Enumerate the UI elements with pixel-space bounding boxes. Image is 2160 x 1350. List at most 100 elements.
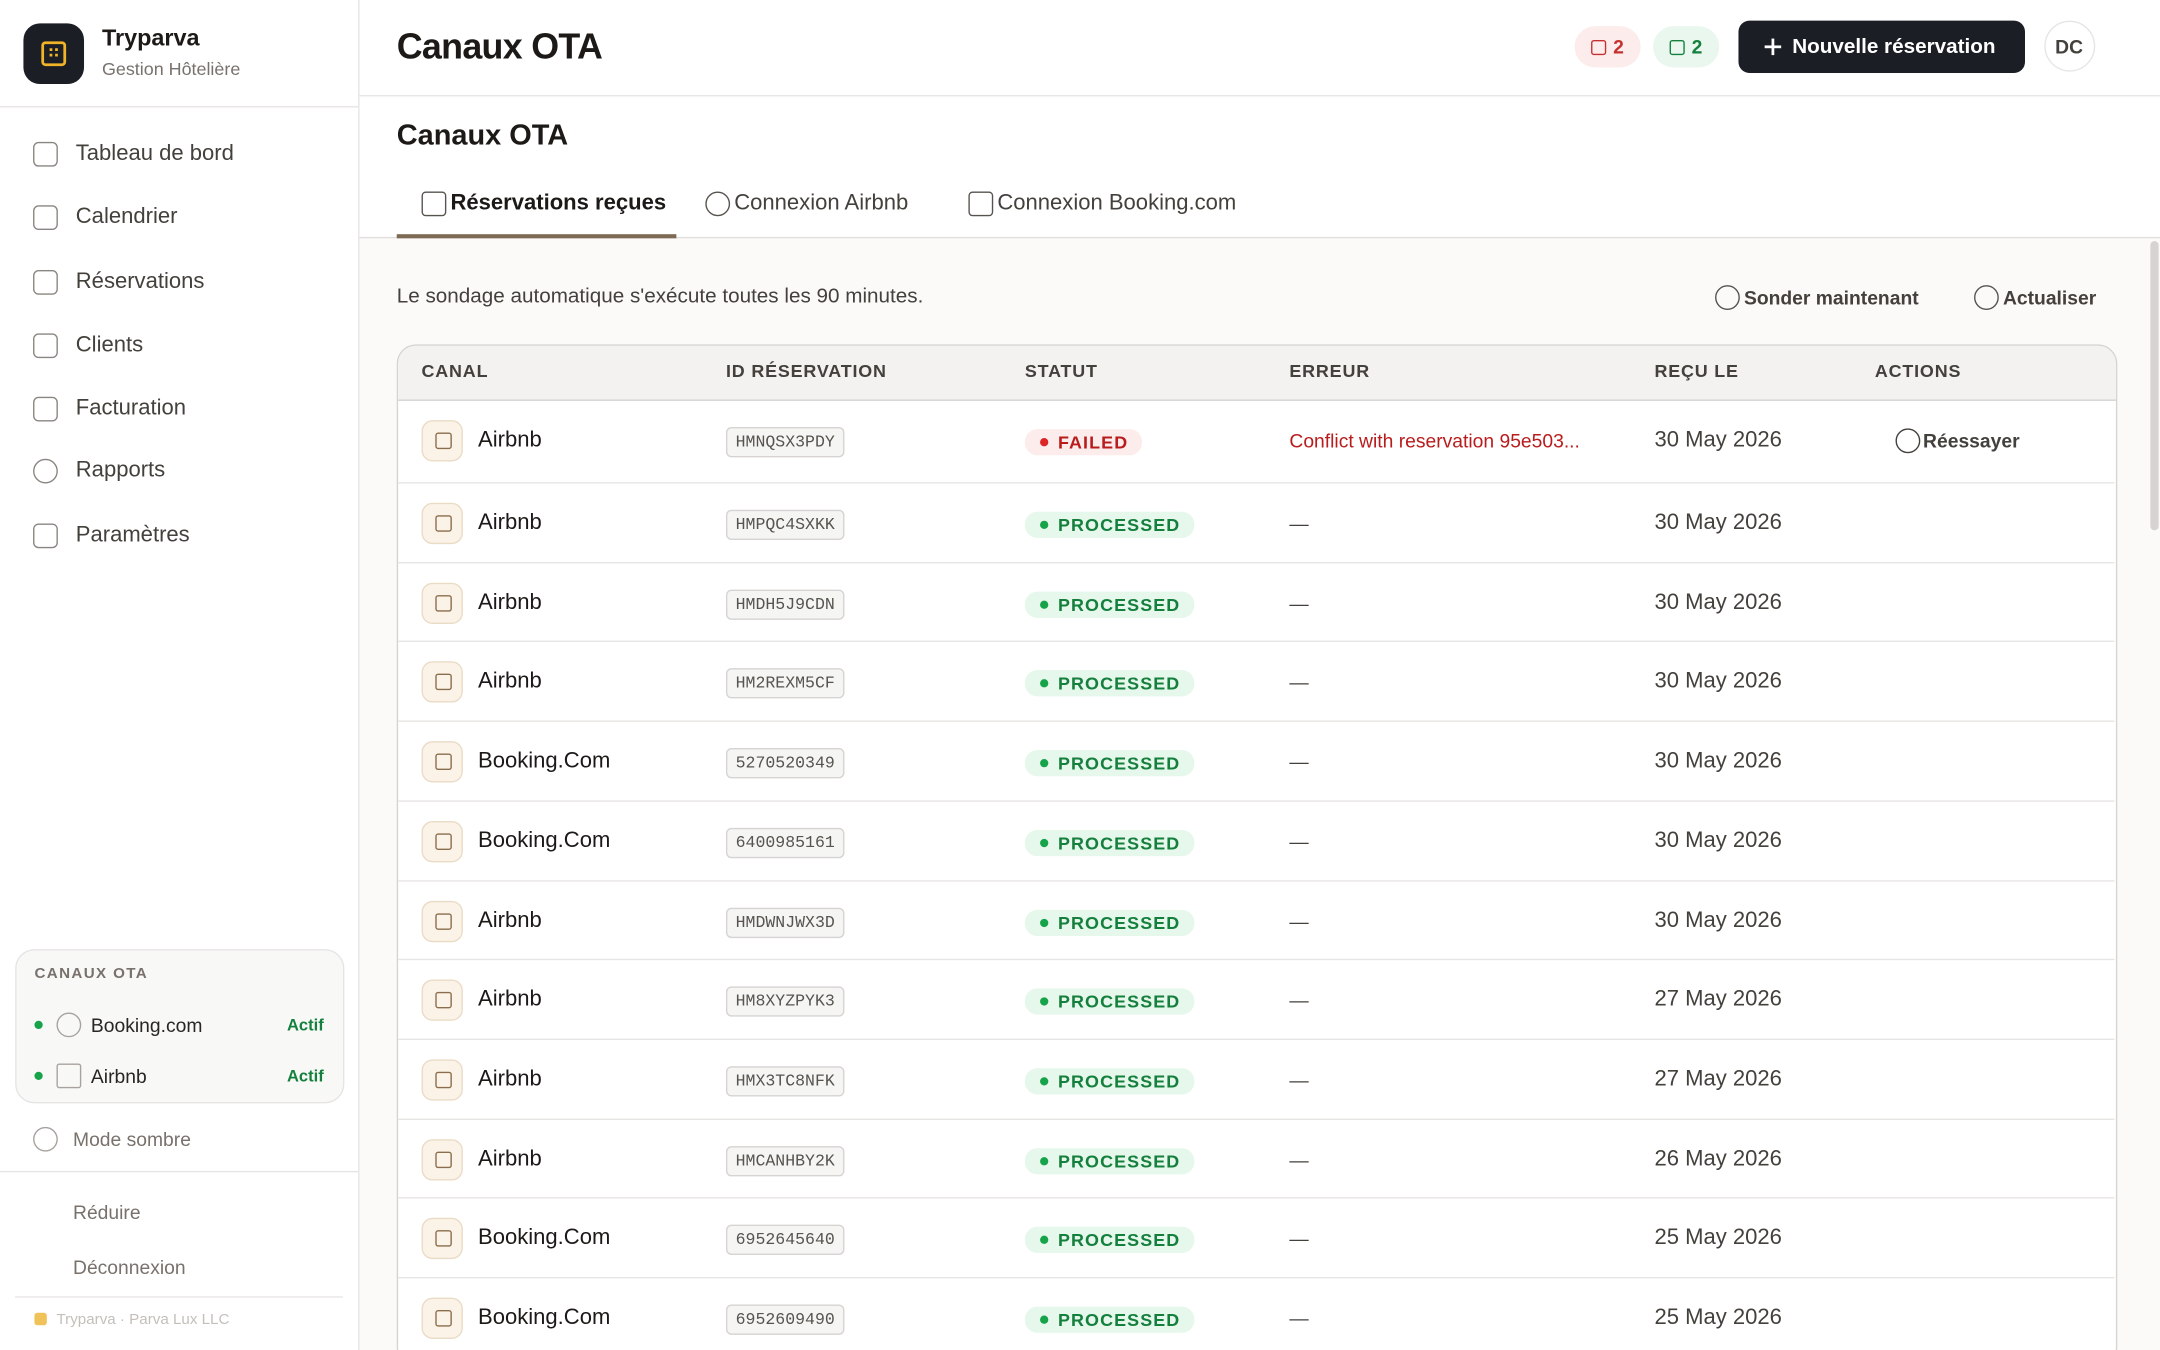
nav-item[interactable]: Rapports: [75, 458, 166, 483]
channel-icon: [421, 979, 463, 1022]
status-dot: [1040, 759, 1049, 768]
ota-channel: Airbnb: [90, 1064, 147, 1087]
channel-glyph: [435, 833, 452, 850]
ota-title: CANAUX OTA: [34, 965, 149, 983]
status-dot: [1040, 600, 1049, 609]
status-dot: [1040, 438, 1049, 447]
reservation-id: HM8XYZPYK3: [725, 986, 845, 1017]
nav-item[interactable]: Tableau de bord: [75, 141, 234, 166]
error-text: —: [1289, 750, 1309, 773]
new-reservation-button[interactable]: [1738, 20, 2025, 74]
status-dot: [1040, 520, 1049, 529]
channel-name: Airbnb: [478, 511, 542, 535]
error-text: —: [1289, 830, 1309, 853]
retry-button[interactable]: Réessayer: [1923, 429, 2020, 452]
badge-icon: [1669, 39, 1685, 56]
row-divider: [398, 800, 2115, 802]
reservation-id: 6952645640: [725, 1225, 845, 1256]
channel-name: Booking.Com: [478, 1305, 611, 1330]
channel-icon: [421, 820, 463, 863]
channel-glyph: [435, 594, 452, 612]
tab[interactable]: Connexion Booking.com: [997, 191, 1237, 215]
status-badge: PROCESSED: [1024, 511, 1195, 538]
sidebar-divider: [0, 106, 359, 108]
icon: [33, 523, 58, 549]
channel-glyph: [435, 515, 452, 532]
header-title: Canaux OTA: [396, 25, 603, 67]
column-header: ID RÉSERVATION: [725, 360, 887, 381]
channel-icon: [421, 661, 463, 704]
nav-item[interactable]: Facturation: [75, 396, 187, 421]
channel-name: Booking.Com: [478, 1226, 611, 1250]
row-divider: [398, 561, 2115, 563]
channel-name: Airbnb: [478, 590, 542, 614]
icon: [1715, 285, 1740, 310]
error-text: —: [1289, 1068, 1309, 1091]
icon: [421, 191, 447, 217]
channel-name: Airbnb: [478, 1146, 542, 1171]
channel-icon: [421, 582, 463, 624]
icon: [705, 191, 731, 217]
icon: [33, 270, 58, 295]
error-text: —: [1289, 512, 1309, 535]
received-date: 30 May 2026: [1654, 511, 1782, 535]
nav-item[interactable]: Paramètres: [75, 523, 190, 547]
status-dot: [34, 1020, 43, 1030]
status-dot: [1040, 679, 1049, 688]
badge-count: 2: [1613, 35, 1624, 58]
channel-glyph: [435, 992, 452, 1009]
ota-status: Actif: [286, 1015, 324, 1035]
column-header: STATUT: [1024, 360, 1098, 381]
reservation-id: HMDH5J9CDN: [725, 589, 845, 620]
header-badge[interactable]: [1574, 26, 1641, 68]
column-header: REÇU LE: [1654, 360, 1739, 381]
channel-glyph: [435, 1071, 452, 1089]
status-dot: [1040, 838, 1049, 847]
badge-icon: [1591, 39, 1607, 56]
row-divider: [398, 720, 2115, 722]
nav-item[interactable]: Calendrier: [75, 205, 178, 229]
row-divider: [398, 1276, 2115, 1279]
poll-button[interactable]: Sonder maintenant: [1743, 286, 1919, 309]
sidebar-divider: [15, 1296, 344, 1298]
footer-icon: [34, 1312, 47, 1326]
received-date: 30 May 2026: [1654, 749, 1782, 773]
nav-item[interactable]: Réservations: [75, 270, 205, 294]
status-badge: PROCESSED: [1024, 1306, 1195, 1333]
reservation-id: HMX3TC8NFK: [725, 1066, 845, 1097]
status-dot: [34, 1071, 43, 1080]
dark-mode-toggle[interactable]: Mode sombre: [73, 1128, 191, 1151]
received-date: 25 May 2026: [1654, 1305, 1782, 1330]
received-date: 30 May 2026: [1654, 908, 1782, 932]
logo-icon: [41, 41, 67, 67]
channel-icon: [421, 420, 463, 462]
brand-logo: [23, 23, 85, 85]
received-date: 27 May 2026: [1654, 1067, 1782, 1091]
icon: [56, 1063, 82, 1089]
poll-note: Le sondage automatique s'exécute toutes …: [396, 284, 924, 308]
tabs-border: [359, 236, 2160, 239]
channel-glyph: [435, 674, 452, 691]
tab[interactable]: Réservations reçues: [450, 191, 667, 215]
tab[interactable]: Connexion Airbnb: [734, 191, 909, 215]
header-badge[interactable]: [1653, 26, 1720, 68]
status-dot: [1040, 1236, 1049, 1245]
status-badge: PROCESSED: [1024, 909, 1195, 936]
scrollbar: [2150, 241, 2159, 531]
received-date: 26 May 2026: [1654, 1146, 1782, 1171]
avatar[interactable]: [2044, 20, 2096, 72]
refresh-button[interactable]: Actualiser: [2002, 286, 2097, 309]
status-badge: PROCESSED: [1024, 988, 1195, 1015]
reservation-id: HMCANHBY2K: [725, 1145, 845, 1176]
logout-button[interactable]: Déconnexion: [73, 1256, 186, 1279]
error-text: —: [1289, 1148, 1309, 1171]
column-header: ERREUR: [1289, 360, 1370, 381]
status-badge: PROCESSED: [1024, 750, 1195, 777]
nav-item[interactable]: Clients: [75, 333, 144, 357]
received-date: 30 May 2026: [1654, 590, 1782, 614]
collapse-button[interactable]: Réduire: [73, 1201, 141, 1224]
channel-name: Airbnb: [478, 670, 542, 694]
sidebar-divider: [0, 1170, 359, 1173]
ota-status: Actif: [286, 1066, 324, 1086]
